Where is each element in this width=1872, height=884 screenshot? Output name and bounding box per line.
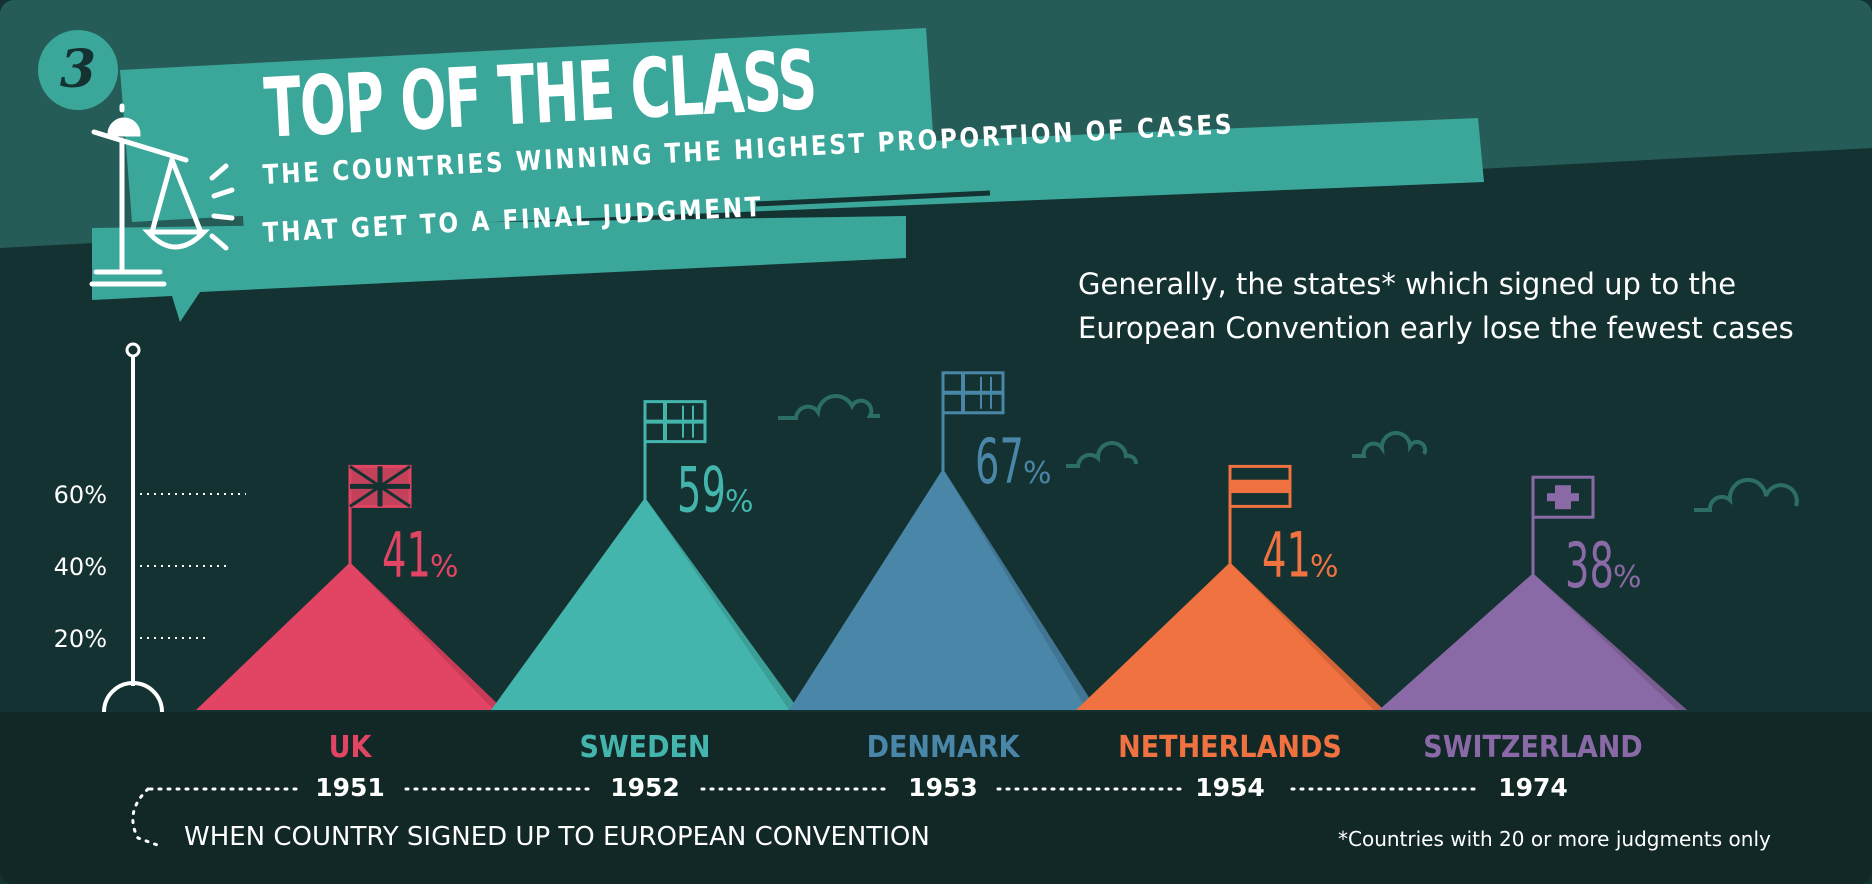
data-label: 67 (975, 426, 1024, 498)
annotation-text: Generally, the states* which signed up t… (1078, 267, 1794, 345)
flag-cross (1547, 493, 1579, 502)
cloud-icon (1352, 430, 1428, 458)
clouds (778, 394, 1799, 512)
year-label: 1952 (610, 773, 680, 802)
category-label: NETHERLANDS (1118, 730, 1342, 765)
bar-switzerland (1379, 573, 1687, 710)
y-tick-label: 20% (54, 625, 107, 653)
footnote: *Countries with 20 or more judgments onl… (1338, 827, 1771, 851)
flag-stripe (1230, 479, 1290, 494)
y-axis-base (102, 681, 164, 713)
cloud-icon (1066, 440, 1138, 468)
data-label: 41 (1262, 520, 1311, 592)
bar-shade (645, 497, 799, 710)
bar-denmark (789, 468, 1097, 710)
subtitle-banner-1 (240, 118, 1484, 232)
subtitle-banner-2 (92, 216, 906, 322)
data-label: 38 (1565, 531, 1614, 603)
footer-panel (0, 712, 1872, 884)
data-label: 59 (677, 455, 726, 527)
category-label: UK (329, 730, 373, 765)
section-number-badge: 3 (38, 30, 118, 110)
year-label: 1954 (1195, 773, 1265, 802)
data-label-percent: % (725, 485, 754, 520)
year-label: 1974 (1498, 773, 1568, 802)
data-label-percent: % (1023, 456, 1052, 491)
data-label-percent: % (430, 549, 459, 584)
y-axis-top-knob (125, 342, 141, 358)
bar-shade (1230, 562, 1384, 710)
bar-sweden (491, 497, 799, 710)
category-label: SWITZERLAND (1423, 730, 1642, 765)
data-label: 41 (382, 520, 431, 592)
data-label-percent: % (1310, 549, 1339, 584)
flag-icon (1531, 475, 1595, 519)
y-tick-label: 60% (54, 481, 107, 509)
category-label: SWEDEN (579, 730, 710, 765)
bar-shade (943, 468, 1097, 710)
scales-of-justice-icon (89, 103, 235, 287)
year-label: 1951 (315, 773, 385, 802)
subtitle-underline (755, 190, 991, 207)
data-label-percent: % (1613, 560, 1642, 595)
bar-shade (1533, 573, 1687, 710)
year-label: 1953 (908, 773, 978, 802)
y-tick-label: 40% (54, 553, 107, 581)
category-label: DENMARK (867, 730, 1021, 765)
bar-netherlands (1076, 562, 1384, 710)
year-axis-caption: WHEN COUNTRY SIGNED UP TO EUROPEAN CONVE… (184, 822, 930, 852)
timeline-curve (131, 787, 162, 848)
bar-uk (196, 562, 504, 710)
cloud-icon (778, 394, 880, 420)
cloud-icon (1694, 477, 1799, 512)
bar-shade (350, 562, 504, 710)
